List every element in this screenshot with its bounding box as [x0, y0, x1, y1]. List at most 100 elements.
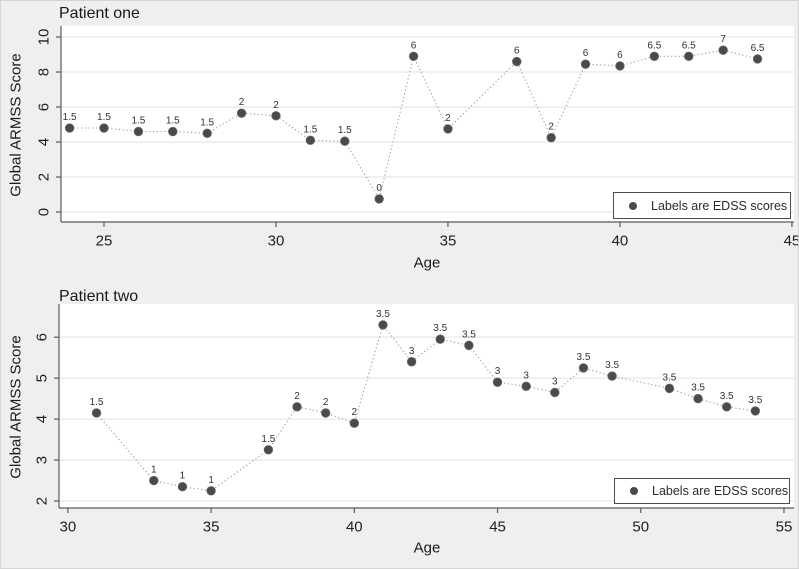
y-tick-label: 6 — [34, 333, 51, 341]
edss-score-label: 6 — [583, 48, 589, 59]
y-tick-label: 2 — [36, 173, 53, 181]
x-tick-label: 55 — [776, 519, 793, 536]
y-tick-label: 5 — [34, 374, 51, 382]
legend-label-top: Labels are EDSS scores — [651, 198, 788, 213]
data-point-marker — [546, 132, 556, 143]
edss-score-label: 1.5 — [90, 397, 104, 408]
edss-score-label: 3 — [409, 346, 415, 357]
legend-dot-icon — [629, 201, 637, 210]
legend-dot-icon — [630, 487, 638, 495]
data-point-marker — [550, 387, 560, 398]
x-tick-label: 35 — [440, 233, 457, 250]
edss-score-label: 2 — [273, 100, 279, 111]
edss-score-label: 3 — [523, 370, 529, 381]
data-point-marker — [149, 475, 159, 486]
x-tick-label: 40 — [346, 519, 363, 536]
edss-score-label: 3.5 — [462, 329, 476, 340]
edss-score-label: 1.5 — [261, 434, 275, 445]
edss-score-label: 6.5 — [751, 43, 765, 54]
data-point-marker — [206, 486, 216, 496]
data-point-marker — [292, 402, 302, 412]
y-tick-label: 2 — [34, 497, 51, 505]
y-tick-label: 6 — [36, 103, 53, 111]
edss-score-label: 1.5 — [303, 124, 317, 135]
x-tick-label: 45 — [489, 519, 506, 536]
y-tick-label: 8 — [36, 68, 53, 76]
data-point-marker — [64, 123, 75, 133]
data-point-marker — [649, 51, 660, 61]
edss-score-label: 3.5 — [691, 383, 705, 394]
x-axis-title-bottom: Age — [413, 539, 441, 557]
data-point-marker — [521, 381, 531, 392]
data-point-marker — [378, 320, 388, 330]
data-point-marker — [168, 126, 178, 137]
edss-score-label: 3 — [552, 376, 558, 387]
edss-score-label: 2 — [323, 397, 329, 408]
data-point-marker — [202, 128, 212, 138]
data-point-marker — [492, 377, 503, 387]
data-point-marker — [99, 123, 109, 133]
edss-score-label: 1 — [180, 471, 186, 482]
data-point-marker — [607, 371, 617, 381]
y-axis-title-top: Global ARMSS Score — [7, 53, 25, 197]
x-tick-label: 30 — [268, 233, 285, 250]
edss-score-label: 1 — [208, 475, 214, 486]
y-tick-label: 4 — [36, 138, 53, 146]
plot-area — [59, 304, 794, 508]
y-axis-title-bottom: Global ARMSS Score — [7, 335, 25, 479]
edss-score-label: 6.5 — [682, 40, 696, 51]
y-tick-label: 3 — [34, 456, 51, 464]
edss-score-label: 3.5 — [662, 372, 676, 383]
data-point-marker — [578, 363, 589, 373]
panel-title-patient-one: Patient one — [59, 5, 140, 22]
legend-label-bottom: Labels are EDSS scores — [652, 484, 789, 498]
data-point-marker — [512, 56, 522, 67]
data-point-marker — [443, 124, 453, 134]
edss-score-label: 1.5 — [63, 112, 77, 123]
legend-top: Labels are EDSS scores — [613, 192, 791, 219]
edss-score-label: 1.5 — [131, 116, 145, 127]
edss-score-label: 2 — [294, 391, 300, 402]
edss-score-label: 6 — [617, 50, 623, 61]
data-point-marker — [721, 402, 732, 412]
edss-score-label: 2 — [548, 122, 554, 133]
data-point-marker — [752, 54, 763, 64]
data-point-marker — [580, 59, 591, 69]
data-point-marker — [320, 408, 331, 418]
edss-score-label: 2 — [239, 97, 245, 108]
edss-score-label: 3.5 — [605, 360, 619, 371]
edss-score-label: 3.5 — [720, 391, 734, 402]
data-point-marker — [718, 45, 728, 55]
edss-score-label: 6.5 — [647, 40, 661, 51]
data-point-marker — [236, 108, 247, 118]
edss-score-label: 2 — [352, 407, 358, 418]
data-point-marker — [408, 51, 419, 61]
edss-score-label: 0 — [376, 183, 382, 194]
edss-score-label: 1.5 — [200, 117, 214, 128]
data-point-marker — [464, 340, 474, 351]
data-point-marker — [133, 126, 144, 137]
data-point-marker — [177, 481, 188, 492]
data-point-marker — [91, 408, 102, 418]
x-tick-label: 45 — [784, 233, 799, 250]
y-tick-label: 10 — [36, 29, 53, 46]
data-point-marker — [435, 334, 445, 344]
legend-bottom: Labels are EDSS scores — [614, 478, 790, 504]
edss-score-label: 3 — [495, 366, 501, 377]
edss-score-label: 6 — [514, 46, 520, 57]
data-point-marker — [615, 61, 625, 71]
x-tick-label: 30 — [60, 519, 77, 536]
data-point-marker — [750, 406, 761, 416]
y-tick-label: 0 — [36, 208, 53, 216]
edss-score-label: 3.5 — [748, 395, 762, 406]
y-tick-label: 4 — [34, 415, 51, 423]
x-tick-label: 25 — [96, 233, 113, 250]
edss-score-label: 7 — [720, 34, 726, 45]
data-point-marker — [684, 51, 694, 61]
data-point-marker — [406, 357, 417, 367]
data-point-marker — [271, 111, 281, 121]
data-point-marker — [664, 383, 675, 394]
edss-score-label: 2 — [445, 113, 451, 124]
